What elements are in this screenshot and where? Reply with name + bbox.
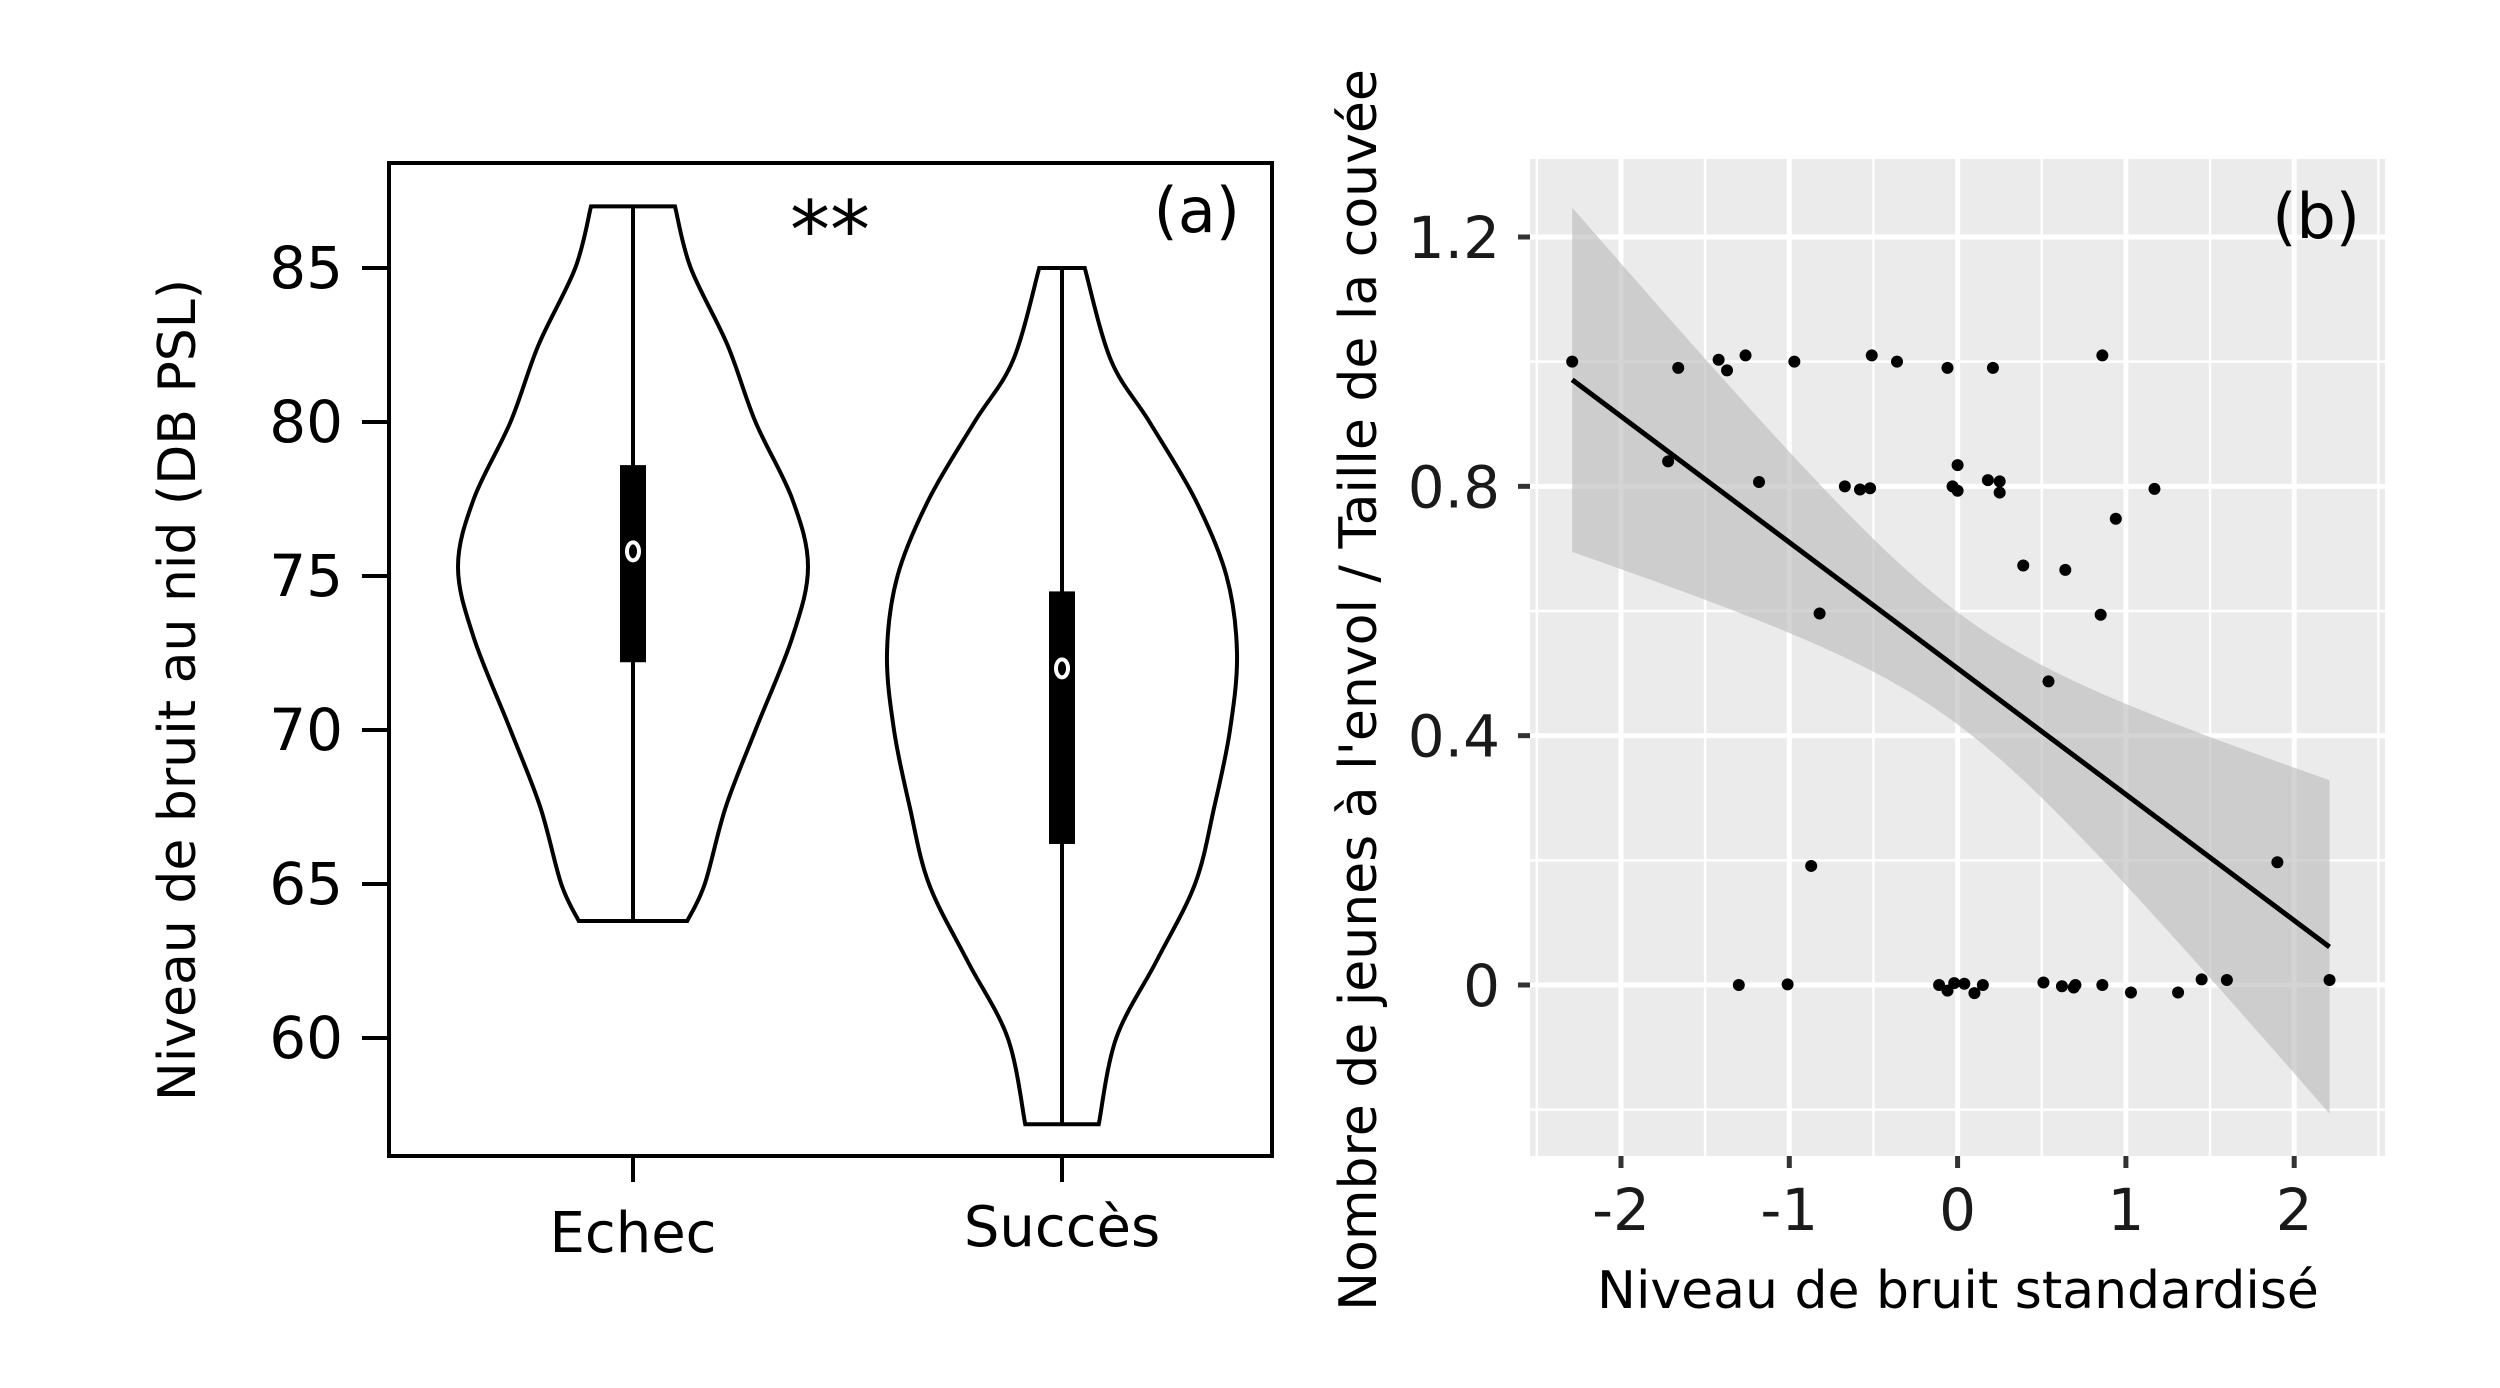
- significance-annotation: **: [790, 184, 870, 277]
- data-point: [1732, 979, 1745, 991]
- data-point: [1662, 455, 1675, 468]
- iqr-box: [620, 465, 646, 663]
- data-point: [2096, 979, 2109, 991]
- y-tick-label: 85: [269, 234, 343, 302]
- data-point: [2220, 974, 2233, 987]
- data-point: [2037, 976, 2050, 989]
- data-point: [1813, 607, 1826, 620]
- median-marker: [625, 540, 641, 563]
- data-point: [1864, 482, 1877, 495]
- x-tick-label: 1: [2107, 1176, 2144, 1244]
- panel-a: 60 65 70 75 80 85 Echec Succès (a) ** Niveau d…: [148, 161, 1274, 1266]
- data-point: [1865, 349, 1878, 362]
- data-point: [2096, 349, 2109, 362]
- data-point: [2055, 980, 2068, 993]
- violins: [455, 204, 1240, 1127]
- data-point: [1951, 459, 1964, 472]
- axes-b: -2 -1 0 1 2 0 0.4 0.8 1.2: [1408, 204, 2313, 1244]
- points: [1566, 349, 2336, 1000]
- data-point: [1933, 979, 1946, 991]
- data-point: [2323, 974, 2336, 987]
- data-point: [1712, 353, 1725, 366]
- x-tick-label: Echec: [550, 1201, 717, 1266]
- data-point: [1976, 979, 1989, 991]
- data-point: [2148, 482, 2161, 495]
- x-axis-label-b: Niveau de bruit standardisé: [1597, 1261, 2319, 1321]
- data-point: [1968, 987, 1981, 1000]
- data-point: [1958, 977, 1971, 990]
- median-marker: [1054, 657, 1070, 680]
- data-point: [1838, 480, 1851, 493]
- regression-line: [1570, 377, 2332, 949]
- data-point: [2109, 512, 2122, 525]
- data-point: [1993, 486, 2006, 499]
- y-tick-label: 1.2: [1408, 204, 1500, 272]
- data-point: [1891, 355, 1904, 368]
- panel-label-a: (a): [1154, 174, 1240, 247]
- data-point: [2059, 563, 2072, 576]
- data-point: [1788, 355, 1801, 368]
- data-point: [2042, 675, 2055, 688]
- data-point: [1739, 349, 1752, 362]
- data-point: [1948, 977, 1961, 990]
- data-point: [1805, 859, 1818, 872]
- data-point: [1993, 475, 2006, 488]
- data-point: [2124, 986, 2137, 999]
- data-point: [2069, 979, 2082, 991]
- y-axis-label-b: Nombre de jeunes à l'envol / Taille de l…: [1329, 69, 1389, 1311]
- data-point: [1941, 361, 1954, 374]
- panel-label-b: (b): [2272, 180, 2360, 253]
- data-point: [1986, 361, 1999, 374]
- y-tick-label: 0.4: [1408, 703, 1500, 771]
- y-axis-a: 60 65 70 75 80 85: [269, 234, 389, 1072]
- y-axis-label-a: Niveau de bruit au nid (DB PSL): [148, 279, 208, 1101]
- data-point: [1981, 474, 1994, 487]
- y-tick-label: 60: [269, 1004, 343, 1072]
- data-point: [2271, 856, 2284, 869]
- y-tick-label: 65: [269, 850, 343, 918]
- data-point: [2172, 986, 2185, 999]
- data-point: [1951, 484, 1964, 497]
- x-tick-label: Succès: [964, 1195, 1160, 1260]
- data-point: [1781, 978, 1794, 991]
- x-axis-a: Echec Succès: [550, 1156, 1160, 1266]
- panel-b: -2 -1 0 1 2 0 0.4 0.8 1.2 (b) Niveau de bruit st…: [1329, 69, 2385, 1321]
- data-point: [2017, 559, 2030, 572]
- data-point: [1566, 355, 1579, 368]
- data-point: [2094, 608, 2107, 621]
- y-tick-label: 80: [269, 388, 343, 456]
- data-point: [1753, 475, 1766, 488]
- x-tick-label: -1: [1760, 1176, 1818, 1244]
- y-tick-label: 70: [269, 696, 343, 764]
- y-tick-label: 0: [1463, 952, 1500, 1020]
- y-tick-label: 75: [269, 542, 343, 610]
- x-tick-label: 0: [1939, 1176, 1976, 1244]
- x-tick-label: -2: [1592, 1176, 1650, 1244]
- x-tick-label: 2: [2276, 1176, 2313, 1244]
- data-point: [1853, 483, 1866, 496]
- iqr-box: [1049, 591, 1075, 844]
- y-tick-label: 0.8: [1408, 453, 1500, 521]
- data-point: [2195, 973, 2208, 986]
- data-point: [1721, 364, 1734, 377]
- data-point: [1672, 361, 1685, 374]
